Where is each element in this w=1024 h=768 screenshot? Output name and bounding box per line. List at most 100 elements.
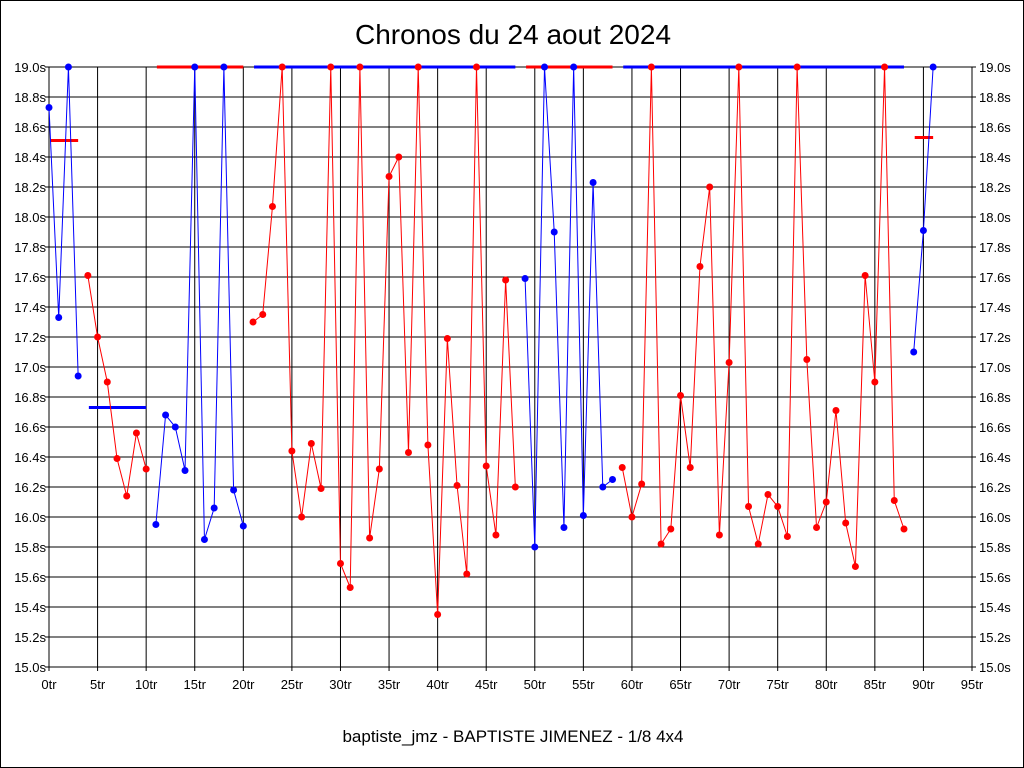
data-point — [404, 449, 412, 456]
data-point — [366, 534, 374, 542]
y-tick-label-left: 17.2s — [14, 330, 46, 345]
data-point — [570, 63, 578, 71]
data-point — [113, 455, 121, 462]
data-point — [434, 611, 442, 618]
x-tick-label: 20tr — [232, 677, 255, 692]
y-tick-label-right: 17.0s — [979, 360, 1011, 375]
y-tick-label-right: 17.6s — [979, 270, 1011, 285]
data-point — [803, 356, 811, 363]
data-point — [832, 407, 840, 414]
data-point — [589, 179, 597, 186]
data-point — [774, 503, 782, 510]
data-point — [103, 378, 111, 386]
data-point — [463, 570, 471, 578]
data-point — [375, 465, 383, 473]
data-point — [696, 263, 704, 270]
data-point — [162, 411, 170, 419]
data-point — [706, 183, 714, 191]
data-point — [735, 63, 743, 71]
data-point — [881, 63, 889, 71]
data-point — [502, 276, 510, 284]
y-tick-label-left: 16.8s — [14, 390, 46, 405]
data-point — [677, 392, 685, 399]
data-point — [171, 423, 179, 431]
y-tick-label-left: 15.6s — [14, 570, 46, 585]
x-tick-label: 55tr — [572, 677, 595, 692]
data-point — [200, 536, 208, 543]
data-point — [259, 311, 267, 318]
data-point — [74, 372, 82, 380]
data-point — [132, 429, 140, 437]
data-point — [851, 563, 859, 570]
y-tick-label-right: 16.4s — [979, 450, 1011, 465]
y-tick-label-left: 16.4s — [14, 450, 46, 465]
y-tick-label-right: 15.8s — [979, 540, 1011, 555]
x-tick-label: 15tr — [184, 677, 207, 692]
y-tick-label-left: 16.6s — [14, 420, 46, 435]
y-tick-label-left: 17.0s — [14, 360, 46, 375]
y-tick-label-right: 17.8s — [979, 240, 1011, 255]
data-point — [152, 521, 160, 528]
x-tick-label: 35tr — [378, 677, 401, 692]
data-point — [64, 63, 72, 71]
data-point — [560, 524, 568, 531]
data-point — [346, 584, 354, 591]
x-tick-label: 95tr — [961, 677, 984, 692]
y-tick-label-right: 15.6s — [979, 570, 1011, 585]
data-point — [336, 560, 344, 567]
data-point — [220, 63, 228, 71]
data-point — [492, 531, 500, 539]
data-point — [609, 476, 617, 483]
x-tick-label: 60tr — [621, 677, 644, 692]
data-point — [541, 63, 549, 71]
y-tick-label-left: 15.2s — [14, 630, 46, 645]
y-tick-label-right: 16.2s — [979, 480, 1011, 495]
y-tick-label-right: 19.0s — [979, 60, 1011, 75]
y-tick-label-left: 18.2s — [14, 180, 46, 195]
series-line — [252, 66, 516, 615]
y-tick-label-right: 18.4s — [979, 150, 1011, 165]
x-tick-label: 90tr — [912, 677, 935, 692]
series — [45, 63, 937, 618]
data-point — [278, 63, 286, 71]
data-point — [239, 522, 247, 530]
data-point — [579, 512, 587, 519]
y-tick-label-left: 19.0s — [14, 60, 46, 75]
data-point — [919, 227, 927, 234]
x-tick-label: 65tr — [669, 677, 692, 692]
y-tick-label-right: 18.6s — [979, 120, 1011, 135]
data-point — [249, 318, 257, 326]
data-point — [686, 464, 694, 471]
data-point — [45, 104, 53, 111]
data-point — [385, 173, 393, 180]
data-point — [210, 504, 218, 512]
data-point — [900, 525, 908, 533]
y-tick-label-left: 17.6s — [14, 270, 46, 285]
data-point — [84, 272, 92, 279]
y-tick-label-right: 16.6s — [979, 420, 1011, 435]
data-point — [793, 63, 801, 71]
data-point — [910, 348, 918, 356]
data-point — [94, 333, 102, 341]
y-tick-label-left: 15.8s — [14, 540, 46, 555]
data-point — [142, 465, 150, 473]
y-tick-label-left: 18.0s — [14, 210, 46, 225]
tick-labels: 15.0s 15.0s 15.2s 15.2s 15.4s 15.4s 15.6s 15.6s… — [14, 60, 1011, 692]
data-point — [356, 63, 364, 71]
x-tick-label: 80tr — [815, 677, 838, 692]
average-lines — [50, 65, 934, 409]
data-point — [745, 503, 753, 510]
data-point — [268, 203, 276, 210]
y-tick-label-left: 17.8s — [14, 240, 46, 255]
data-point — [317, 485, 325, 492]
y-tick-label-right: 17.4s — [979, 300, 1011, 315]
data-point — [618, 464, 626, 471]
y-tick-label-right: 16.0s — [979, 510, 1011, 525]
y-tick-label-right: 17.2s — [979, 330, 1011, 345]
data-point — [647, 63, 655, 71]
x-tick-label: 30tr — [329, 677, 352, 692]
y-tick-label-left: 16.0s — [14, 510, 46, 525]
data-point — [414, 63, 422, 71]
